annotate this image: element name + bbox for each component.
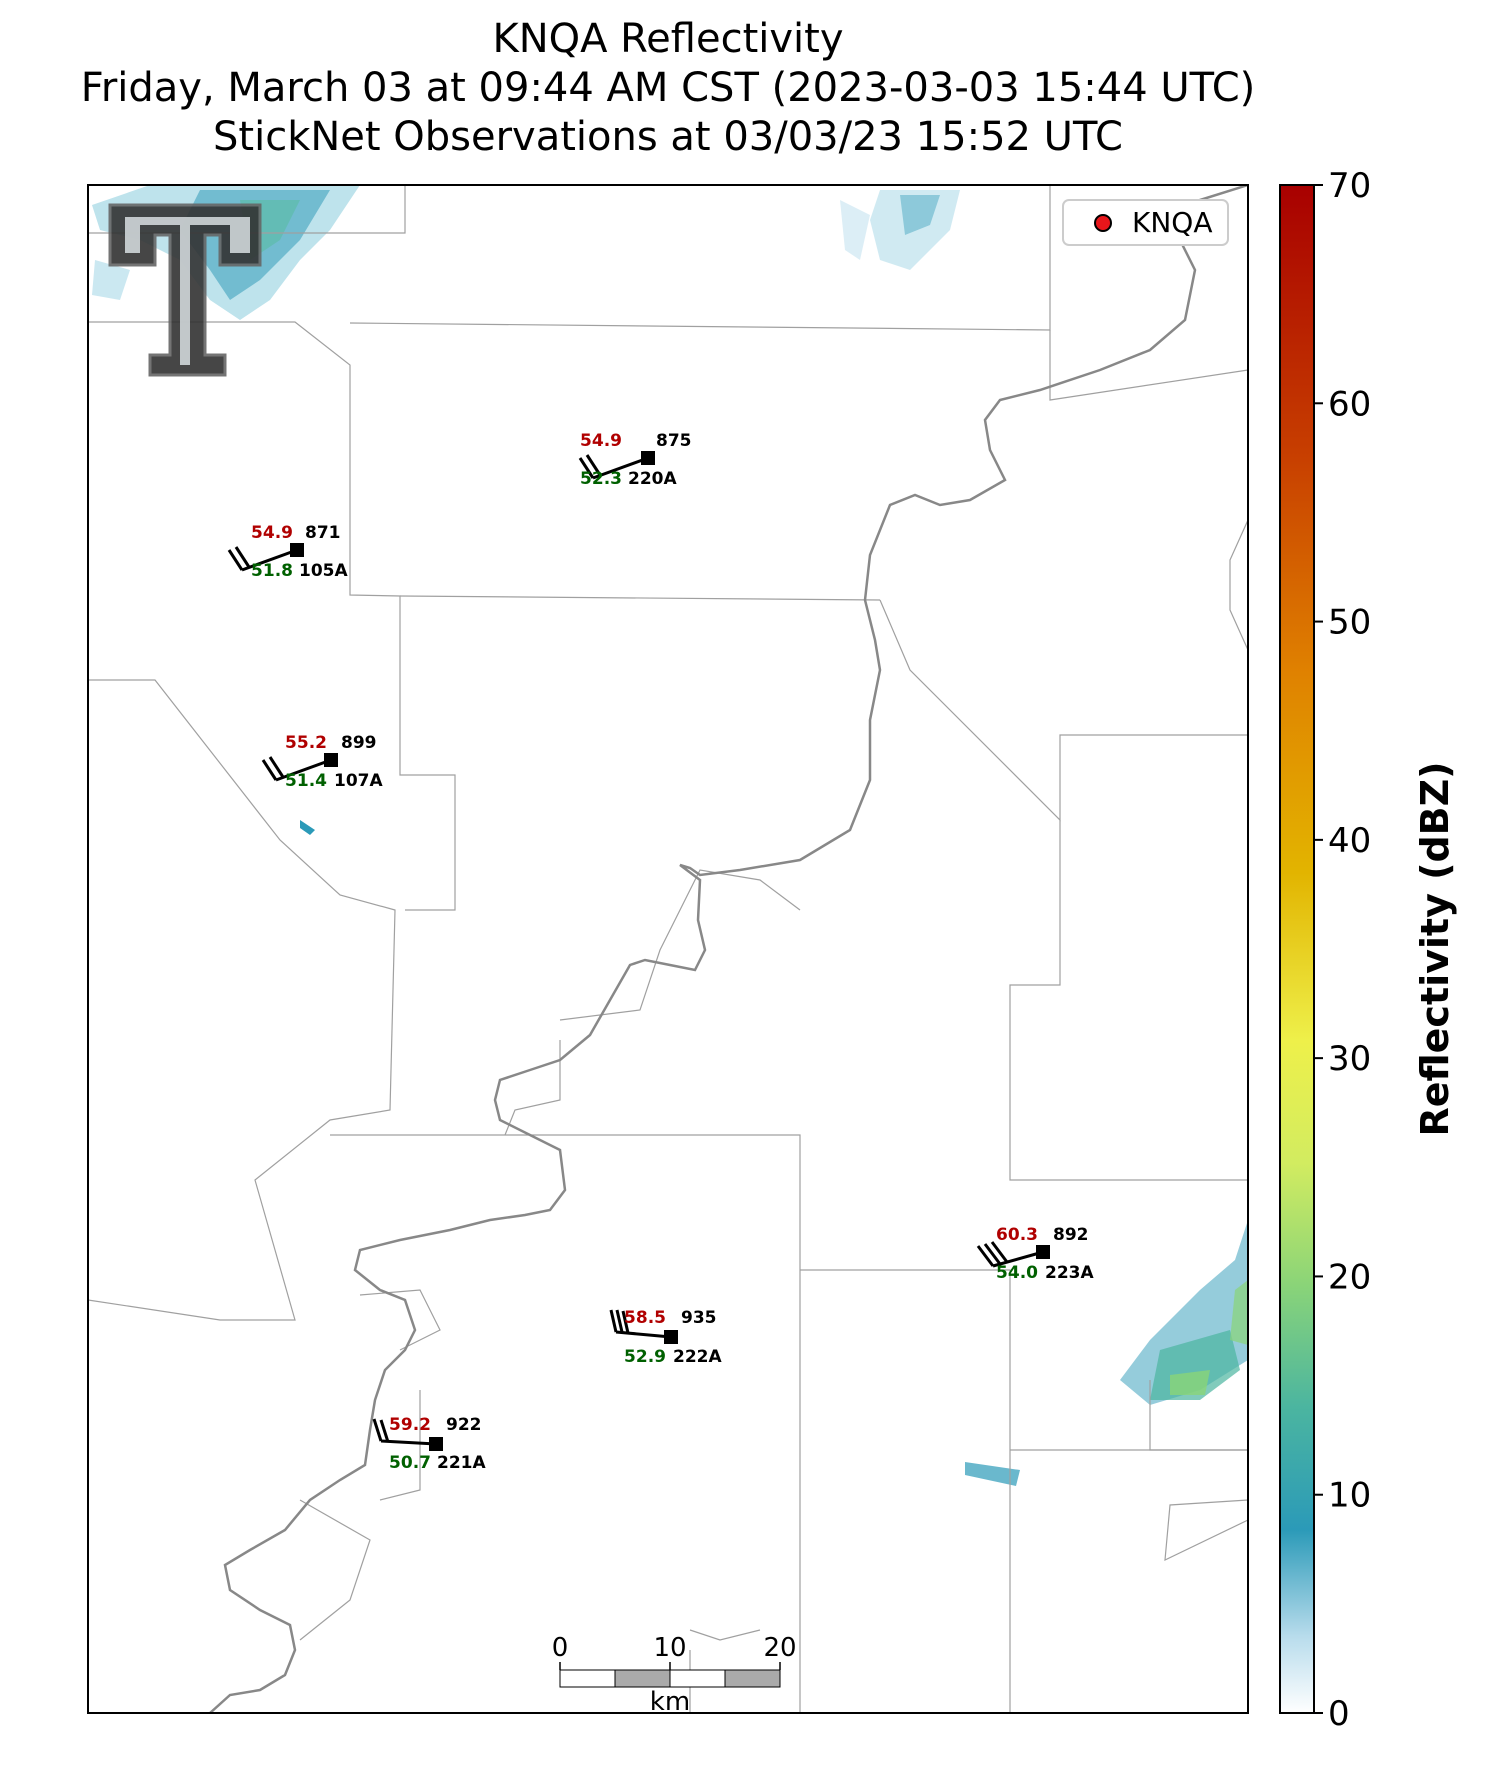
station-107A[interactable]: 55.2 899 51.4 107A bbox=[261, 733, 383, 791]
station-pressure: 899 bbox=[341, 733, 377, 753]
station-dewpoint: 50.7 bbox=[389, 1453, 431, 1473]
colorbar-ticks: 0 10 20 30 40 50 60 70 bbox=[1314, 166, 1371, 1734]
station-222A[interactable]: 58.5 935 52.9 222A bbox=[609, 1308, 722, 1367]
station-223A[interactable]: 60.3 892 54.0 223A bbox=[976, 1225, 1094, 1283]
station-220A[interactable]: 54.9 875 52.3 220A bbox=[578, 431, 692, 489]
station-marker-icon bbox=[641, 451, 655, 465]
colorbar-tick-label: 30 bbox=[1328, 1039, 1371, 1079]
scale-bar: 0 10 20 km bbox=[552, 1633, 797, 1717]
legend-marker-icon bbox=[1094, 214, 1112, 232]
station-marker-icon bbox=[664, 1330, 678, 1344]
station-dewpoint: 52.9 bbox=[624, 1347, 666, 1367]
title-line-1: KNQA Reflectivity bbox=[492, 16, 843, 62]
station-id: 221A bbox=[437, 1453, 486, 1473]
station-marker-icon bbox=[429, 1437, 443, 1451]
station-pressure: 871 bbox=[305, 523, 341, 543]
map-background bbox=[88, 185, 1248, 1713]
station-temp: 59.2 bbox=[389, 1415, 431, 1435]
map-legend: KNQA bbox=[1062, 199, 1229, 246]
station-dewpoint: 52.3 bbox=[580, 469, 622, 489]
colorbar-tick-label: 0 bbox=[1328, 1694, 1350, 1734]
station-221A[interactable]: 59.2 922 50.7 221A bbox=[372, 1415, 486, 1473]
title-line-3: StickNet Observations at 03/03/23 15:52 … bbox=[213, 114, 1123, 160]
station-temp: 58.5 bbox=[624, 1308, 666, 1328]
station-temp: 55.2 bbox=[285, 733, 327, 753]
colorbar-gradient bbox=[1279, 184, 1315, 1714]
legend-label: KNQA bbox=[1132, 206, 1213, 239]
station-dewpoint: 51.4 bbox=[285, 771, 327, 791]
station-marker-icon bbox=[290, 543, 304, 557]
radar-echo-southeast bbox=[300, 820, 1248, 1486]
texas-tech-double-t-logo bbox=[108, 203, 262, 377]
station-marker-icon bbox=[324, 753, 338, 767]
river bbox=[209, 185, 1248, 1713]
station-id: 220A bbox=[628, 469, 677, 489]
radar-echo-north bbox=[840, 190, 960, 270]
colorbar: 0 10 20 30 40 50 60 70 Reflectivity (dBZ) bbox=[1279, 166, 1457, 1734]
station-temp: 54.9 bbox=[251, 523, 293, 543]
colorbar-tick-label: 70 bbox=[1328, 166, 1371, 206]
station-dewpoint: 54.0 bbox=[996, 1263, 1038, 1283]
station-id: 223A bbox=[1045, 1263, 1094, 1283]
scale-tick-label: 20 bbox=[763, 1633, 796, 1663]
station-id: 107A bbox=[334, 771, 383, 791]
scale-unit: km bbox=[650, 1687, 690, 1717]
map-frame bbox=[87, 184, 1249, 1714]
station-pressure: 935 bbox=[681, 1308, 717, 1328]
station-dewpoint: 51.8 bbox=[251, 561, 293, 581]
station-pressure: 875 bbox=[656, 431, 692, 451]
station-temp: 54.9 bbox=[580, 431, 622, 451]
station-pressure: 922 bbox=[446, 1415, 482, 1435]
colorbar-label: Reflectivity (dBZ) bbox=[1413, 761, 1457, 1136]
scale-tick-label: 0 bbox=[552, 1633, 569, 1663]
colorbar-tick-label: 60 bbox=[1328, 384, 1371, 424]
station-id: 222A bbox=[673, 1347, 722, 1367]
map-area[interactable]: KNQA 54.9 875 52.3 220A 54.9 871 51.8 10… bbox=[87, 184, 1249, 1717]
colorbar-tick-label: 20 bbox=[1328, 1257, 1371, 1297]
station-temp: 60.3 bbox=[996, 1225, 1038, 1245]
station-pressure: 892 bbox=[1053, 1225, 1089, 1245]
station-id: 105A bbox=[299, 561, 348, 581]
title-line-2: Friday, March 03 at 09:44 AM CST (2023-0… bbox=[81, 65, 1256, 111]
colorbar-tick-label: 50 bbox=[1328, 603, 1371, 643]
station-105A[interactable]: 54.9 871 51.8 105A bbox=[227, 523, 348, 581]
station-marker-icon bbox=[1036, 1245, 1050, 1259]
colorbar-tick-label: 10 bbox=[1328, 1476, 1371, 1516]
colorbar-tick-label: 40 bbox=[1328, 821, 1371, 861]
scale-tick-label: 10 bbox=[653, 1633, 686, 1663]
